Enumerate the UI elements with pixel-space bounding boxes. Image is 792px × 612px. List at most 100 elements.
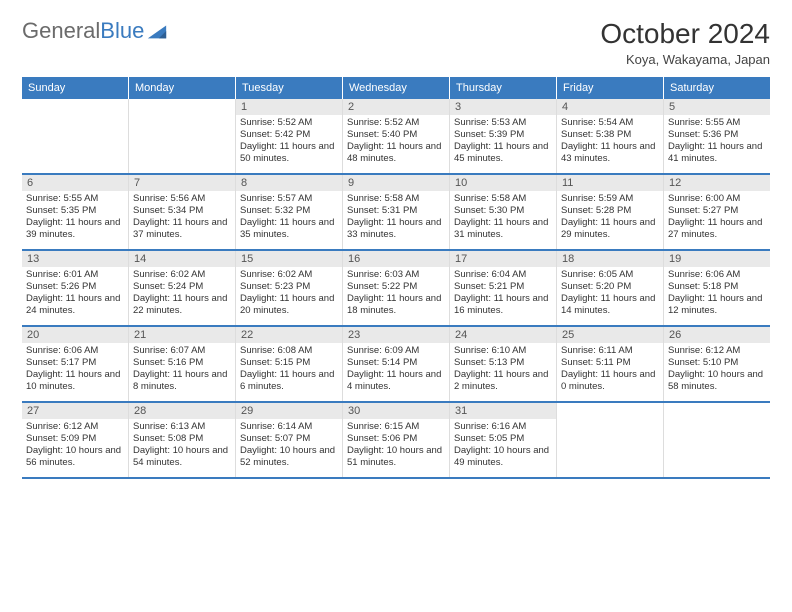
sunset-line: Sunset: 5:32 PM <box>240 205 338 217</box>
week-row: 20Sunrise: 6:06 AMSunset: 5:17 PMDayligh… <box>22 327 770 403</box>
sunset-line: Sunset: 5:09 PM <box>26 433 124 445</box>
daylight-line: Daylight: 10 hours and 49 minutes. <box>454 445 552 469</box>
sunrise-line: Sunrise: 5:52 AM <box>347 117 445 129</box>
calendar-cell: 29Sunrise: 6:14 AMSunset: 5:07 PMDayligh… <box>236 403 343 477</box>
calendar-cell: 11Sunrise: 5:59 AMSunset: 5:28 PMDayligh… <box>557 175 664 249</box>
calendar-cell <box>22 99 129 173</box>
daylight-line: Daylight: 11 hours and 48 minutes. <box>347 141 445 165</box>
date-number: 25 <box>557 327 663 343</box>
daylight-line: Daylight: 11 hours and 20 minutes. <box>240 293 338 317</box>
day-header: Sunday <box>22 77 129 99</box>
cell-body: Sunrise: 6:14 AMSunset: 5:07 PMDaylight:… <box>236 419 342 473</box>
sunset-line: Sunset: 5:18 PM <box>668 281 766 293</box>
daylight-line: Daylight: 10 hours and 51 minutes. <box>347 445 445 469</box>
cell-body: Sunrise: 6:10 AMSunset: 5:13 PMDaylight:… <box>450 343 556 397</box>
date-number: 13 <box>22 251 128 267</box>
sunrise-line: Sunrise: 6:01 AM <box>26 269 124 281</box>
date-number: 30 <box>343 403 449 419</box>
cell-body: Sunrise: 5:52 AMSunset: 5:42 PMDaylight:… <box>236 115 342 169</box>
title-block: October 2024 Koya, Wakayama, Japan <box>600 18 770 67</box>
calendar-cell: 24Sunrise: 6:10 AMSunset: 5:13 PMDayligh… <box>450 327 557 401</box>
date-number: 2 <box>343 99 449 115</box>
date-number: 4 <box>557 99 663 115</box>
day-header: Saturday <box>664 77 770 99</box>
calendar-cell: 22Sunrise: 6:08 AMSunset: 5:15 PMDayligh… <box>236 327 343 401</box>
date-number: 23 <box>343 327 449 343</box>
daylight-line: Daylight: 11 hours and 8 minutes. <box>133 369 231 393</box>
sunrise-line: Sunrise: 6:12 AM <box>668 345 766 357</box>
sunrise-line: Sunrise: 6:04 AM <box>454 269 552 281</box>
calendar-cell: 12Sunrise: 6:00 AMSunset: 5:27 PMDayligh… <box>664 175 770 249</box>
calendar-cell: 30Sunrise: 6:15 AMSunset: 5:06 PMDayligh… <box>343 403 450 477</box>
day-header: Monday <box>129 77 236 99</box>
sunrise-line: Sunrise: 6:12 AM <box>26 421 124 433</box>
cell-body: Sunrise: 6:12 AMSunset: 5:10 PMDaylight:… <box>664 343 770 397</box>
week-row: 27Sunrise: 6:12 AMSunset: 5:09 PMDayligh… <box>22 403 770 479</box>
cell-body: Sunrise: 5:58 AMSunset: 5:30 PMDaylight:… <box>450 191 556 245</box>
calendar-cell: 20Sunrise: 6:06 AMSunset: 5:17 PMDayligh… <box>22 327 129 401</box>
daylight-line: Daylight: 10 hours and 58 minutes. <box>668 369 766 393</box>
date-number: 24 <box>450 327 556 343</box>
cell-body: Sunrise: 6:02 AMSunset: 5:23 PMDaylight:… <box>236 267 342 321</box>
cell-body: Sunrise: 5:56 AMSunset: 5:34 PMDaylight:… <box>129 191 235 245</box>
sunrise-line: Sunrise: 6:15 AM <box>347 421 445 433</box>
daylight-line: Daylight: 11 hours and 22 minutes. <box>133 293 231 317</box>
sunrise-line: Sunrise: 6:02 AM <box>133 269 231 281</box>
calendar-cell: 2 Sunrise: 5:52 AMSunset: 5:40 PMDaylight… <box>343 99 450 173</box>
sunset-line: Sunset: 5:42 PM <box>240 129 338 141</box>
day-header: Wednesday <box>343 77 450 99</box>
sunset-line: Sunset: 5:05 PM <box>454 433 552 445</box>
cell-body: Sunrise: 6:02 AMSunset: 5:24 PMDaylight:… <box>129 267 235 321</box>
calendar: SundayMondayTuesdayWednesdayThursdayFrid… <box>22 77 770 479</box>
sunrise-line: Sunrise: 5:55 AM <box>668 117 766 129</box>
daylight-line: Daylight: 11 hours and 33 minutes. <box>347 217 445 241</box>
cell-body: Sunrise: 6:13 AMSunset: 5:08 PMDaylight:… <box>129 419 235 473</box>
cell-body: Sunrise: 5:54 AMSunset: 5:38 PMDaylight:… <box>557 115 663 169</box>
sunset-line: Sunset: 5:39 PM <box>454 129 552 141</box>
sunset-line: Sunset: 5:23 PM <box>240 281 338 293</box>
daylight-line: Daylight: 10 hours and 52 minutes. <box>240 445 338 469</box>
daylight-line: Daylight: 11 hours and 18 minutes. <box>347 293 445 317</box>
brand-logo: GeneralBlue <box>22 18 168 44</box>
calendar-cell: 15Sunrise: 6:02 AMSunset: 5:23 PMDayligh… <box>236 251 343 325</box>
cell-body: Sunrise: 5:57 AMSunset: 5:32 PMDaylight:… <box>236 191 342 245</box>
cell-body: Sunrise: 5:55 AMSunset: 5:36 PMDaylight:… <box>664 115 770 169</box>
date-number: 6 <box>22 175 128 191</box>
date-number: 16 <box>343 251 449 267</box>
sunset-line: Sunset: 5:08 PM <box>133 433 231 445</box>
page-header: GeneralBlue October 2024 Koya, Wakayama,… <box>22 18 770 67</box>
daylight-line: Daylight: 11 hours and 41 minutes. <box>668 141 766 165</box>
cell-body: Sunrise: 5:59 AMSunset: 5:28 PMDaylight:… <box>557 191 663 245</box>
sunset-line: Sunset: 5:28 PM <box>561 205 659 217</box>
daylight-line: Daylight: 11 hours and 12 minutes. <box>668 293 766 317</box>
sunset-line: Sunset: 5:16 PM <box>133 357 231 369</box>
cell-body: Sunrise: 6:12 AMSunset: 5:09 PMDaylight:… <box>22 419 128 473</box>
sunrise-line: Sunrise: 5:57 AM <box>240 193 338 205</box>
sunset-line: Sunset: 5:40 PM <box>347 129 445 141</box>
sunrise-line: Sunrise: 6:14 AM <box>240 421 338 433</box>
daylight-line: Daylight: 11 hours and 43 minutes. <box>561 141 659 165</box>
daylight-line: Daylight: 11 hours and 45 minutes. <box>454 141 552 165</box>
daylight-line: Daylight: 11 hours and 39 minutes. <box>26 217 124 241</box>
sunrise-line: Sunrise: 5:53 AM <box>454 117 552 129</box>
sunrise-line: Sunrise: 6:08 AM <box>240 345 338 357</box>
daylight-line: Daylight: 11 hours and 24 minutes. <box>26 293 124 317</box>
sunset-line: Sunset: 5:35 PM <box>26 205 124 217</box>
sunrise-line: Sunrise: 6:06 AM <box>26 345 124 357</box>
sunset-line: Sunset: 5:10 PM <box>668 357 766 369</box>
brand-part2: Blue <box>100 18 144 43</box>
month-title: October 2024 <box>600 18 770 50</box>
calendar-cell: 25Sunrise: 6:11 AMSunset: 5:11 PMDayligh… <box>557 327 664 401</box>
day-header: Friday <box>557 77 664 99</box>
sunrise-line: Sunrise: 6:16 AM <box>454 421 552 433</box>
sunrise-line: Sunrise: 5:55 AM <box>26 193 124 205</box>
sunset-line: Sunset: 5:21 PM <box>454 281 552 293</box>
calendar-weeks: 1Sunrise: 5:52 AMSunset: 5:42 PMDaylight… <box>22 99 770 479</box>
date-number: 11 <box>557 175 663 191</box>
sunset-line: Sunset: 5:11 PM <box>561 357 659 369</box>
sunset-line: Sunset: 5:22 PM <box>347 281 445 293</box>
cell-body: Sunrise: 6:06 AMSunset: 5:18 PMDaylight:… <box>664 267 770 321</box>
week-row: 1Sunrise: 5:52 AMSunset: 5:42 PMDaylight… <box>22 99 770 175</box>
calendar-cell <box>664 403 770 477</box>
calendar-cell: 18Sunrise: 6:05 AMSunset: 5:20 PMDayligh… <box>557 251 664 325</box>
